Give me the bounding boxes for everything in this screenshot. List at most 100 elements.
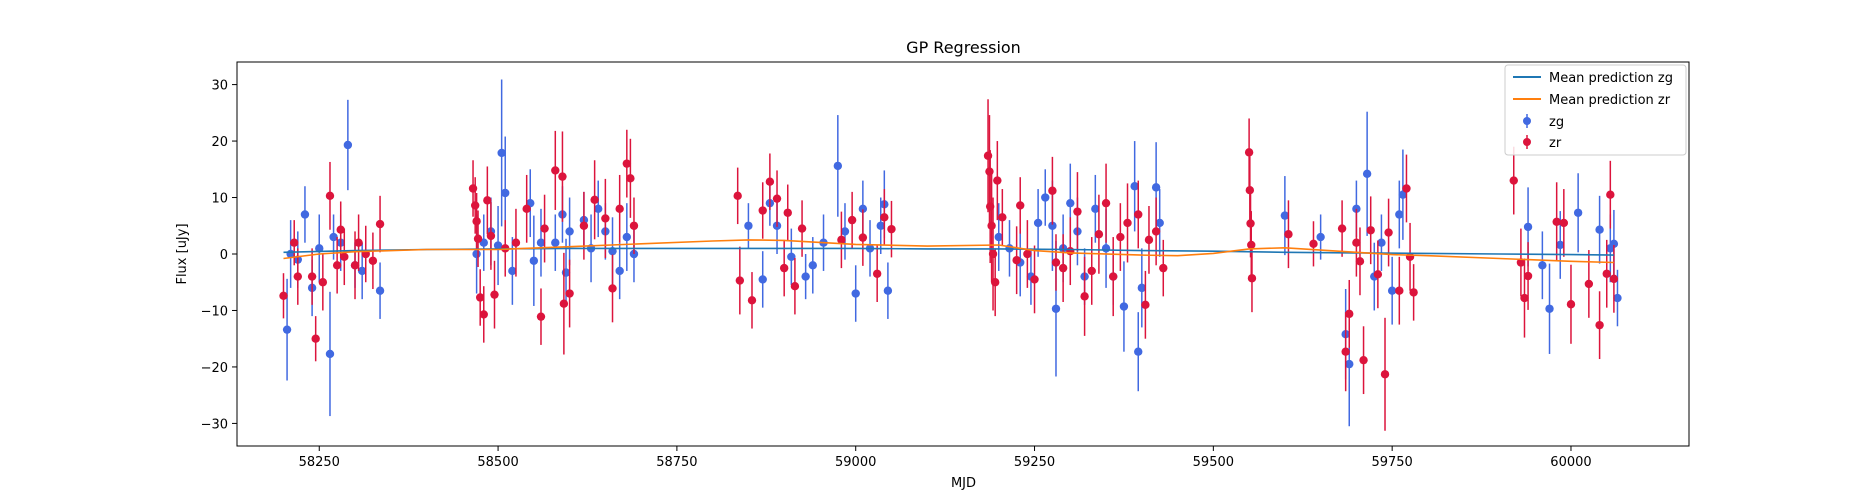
data-point-zg xyxy=(1101,244,1111,253)
data-point-zr xyxy=(1584,279,1594,289)
y-tick-label: 20 xyxy=(211,135,228,150)
data-point-zr xyxy=(336,225,345,234)
data-point-zg xyxy=(1556,240,1565,250)
data-point-zg xyxy=(565,227,574,236)
data-point-zg xyxy=(994,232,1003,242)
data-point-zg xyxy=(1377,238,1386,247)
legend-label-zr: zr xyxy=(1549,136,1562,151)
data-point-zr xyxy=(998,213,1007,222)
data-point-zr xyxy=(1352,238,1361,247)
series-layer xyxy=(279,79,1622,431)
data-point-zg xyxy=(787,252,796,262)
data-point-zr xyxy=(1048,186,1057,195)
data-point-zr xyxy=(1094,230,1104,239)
data-point-zr xyxy=(733,191,742,201)
data-point-zg xyxy=(758,275,767,284)
data-point-zg xyxy=(1316,232,1325,242)
data-point-zg xyxy=(1280,211,1290,220)
data-point-zg xyxy=(497,148,506,158)
data-point-zr xyxy=(579,221,589,230)
data-point-zg xyxy=(833,161,843,171)
data-point-zr xyxy=(486,231,496,241)
data-point-zg xyxy=(1048,221,1057,230)
data-point-zg xyxy=(329,232,338,242)
data-point-zr xyxy=(601,214,610,223)
data-point-zg xyxy=(472,249,481,259)
y-tick-label: −10 xyxy=(201,304,228,319)
data-point-zg xyxy=(1151,183,1161,192)
data-point-zg xyxy=(536,238,546,247)
data-point-zr xyxy=(1359,355,1368,365)
x-tick-label: 59000 xyxy=(835,455,876,470)
x-tick-label: 58250 xyxy=(299,455,340,470)
x-axis: 58250 58500 58750 59000 59250 59500 59750 60000 xyxy=(299,446,1592,470)
data-point-zr xyxy=(1030,275,1039,284)
data-point-zr xyxy=(293,272,302,281)
data-point-zg xyxy=(357,266,367,276)
data-point-zr xyxy=(1023,249,1032,259)
data-point-zg xyxy=(622,232,632,242)
data-point-zr xyxy=(1341,347,1350,356)
legend-box xyxy=(1504,64,1687,156)
data-point-zr xyxy=(1509,176,1518,185)
data-point-zr xyxy=(279,291,288,300)
data-point-zg xyxy=(1119,302,1129,311)
data-point-zr xyxy=(1609,274,1619,284)
data-point-zr xyxy=(332,261,342,270)
data-point-zg xyxy=(1609,239,1619,249)
data-point-zg xyxy=(1398,190,1408,199)
data-point-zg xyxy=(615,266,624,276)
data-point-zg xyxy=(1362,169,1372,179)
data-point-zr xyxy=(1559,218,1569,228)
x-tick-label: 59500 xyxy=(1193,455,1234,470)
data-point-zr xyxy=(747,296,757,305)
y-tick-label: 0 xyxy=(220,248,228,263)
data-point-zr xyxy=(1066,246,1075,256)
data-point-zg xyxy=(493,241,503,250)
data-point-zr xyxy=(990,278,1000,287)
data-point-zr xyxy=(987,221,996,230)
data-point-zr xyxy=(779,263,789,273)
data-point-zg xyxy=(594,204,603,214)
data-point-zr xyxy=(837,235,846,245)
data-point-zr xyxy=(765,177,775,186)
data-point-zr xyxy=(1337,224,1347,233)
data-point-zr xyxy=(1058,263,1068,273)
data-point-zr xyxy=(1141,300,1150,310)
data-point-zr xyxy=(1523,271,1533,281)
data-point-zg xyxy=(1155,218,1164,228)
data-point-zg xyxy=(851,289,860,298)
data-point-zr xyxy=(1516,258,1526,267)
data-point-zr xyxy=(622,159,632,168)
data-point-zr xyxy=(735,276,745,285)
legend-label-zg: zg xyxy=(1549,115,1564,130)
data-point-zr xyxy=(470,201,480,210)
x-tick-label: 59750 xyxy=(1371,455,1412,470)
data-point-zr xyxy=(522,204,531,214)
data-point-zr xyxy=(483,196,492,205)
data-point-zr xyxy=(772,194,782,203)
data-point-zg xyxy=(1137,283,1147,293)
data-point-zr xyxy=(540,224,549,233)
data-point-zr xyxy=(1520,293,1529,303)
plot-area xyxy=(236,61,1690,447)
data-point-zr xyxy=(472,217,481,226)
data-point-zg xyxy=(1538,261,1547,270)
data-point-zr xyxy=(1384,228,1393,237)
data-point-zr xyxy=(1284,230,1293,239)
data-point-zr xyxy=(880,213,889,222)
data-point-zr xyxy=(1345,309,1354,319)
data-point-zg xyxy=(300,210,310,219)
data-point-zg xyxy=(858,204,868,214)
data-point-zr xyxy=(858,233,868,242)
data-point-zr xyxy=(1602,269,1611,278)
y-tick-label: 10 xyxy=(211,192,228,207)
data-point-zr xyxy=(340,252,349,262)
data-point-zr xyxy=(468,184,478,193)
data-point-zr xyxy=(626,174,635,183)
data-point-zr xyxy=(797,224,807,233)
data-point-zr xyxy=(350,261,360,270)
data-point-zg xyxy=(1387,286,1397,295)
data-point-zr xyxy=(559,299,569,308)
data-point-zr xyxy=(1012,256,1021,265)
